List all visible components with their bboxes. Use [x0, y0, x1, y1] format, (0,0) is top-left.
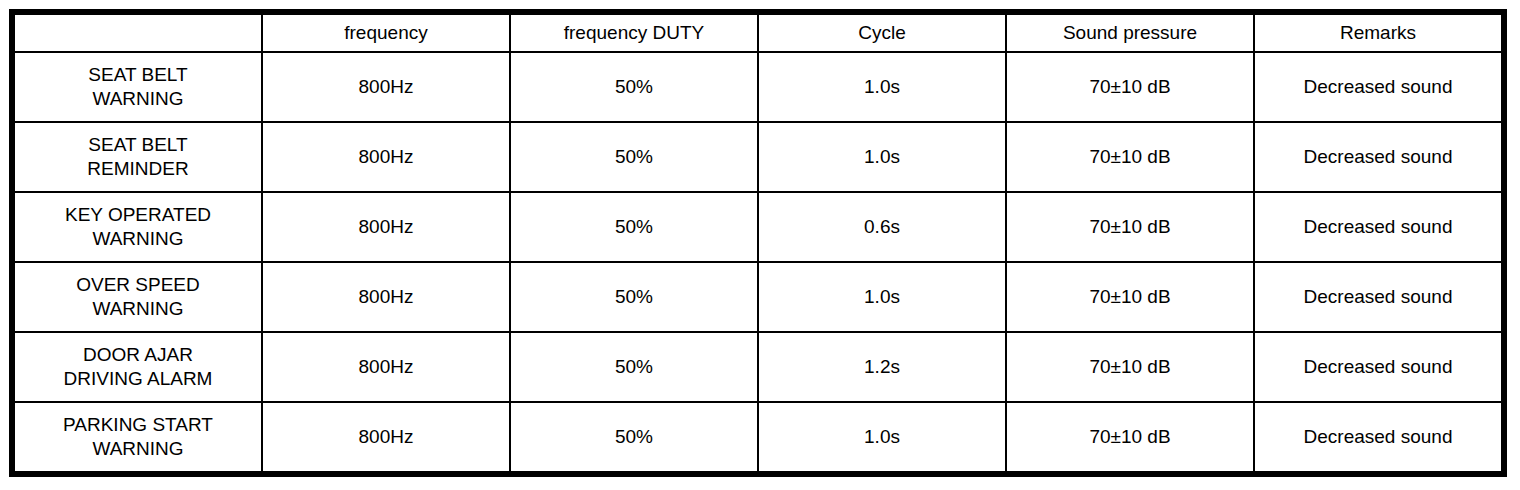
warning-name-cell: SEAT BELT REMINDER: [14, 122, 262, 192]
column-header-item: [14, 14, 262, 52]
header-row: frequency frequency DUTY Cycle Sound pre…: [14, 14, 1502, 52]
warning-name-cell: PARKING START WARNING: [14, 402, 262, 472]
column-header-sound-pressure: Sound pressure: [1006, 14, 1254, 52]
sound-pressure-cell: 70±10 dB: [1006, 262, 1254, 332]
table-row: SEAT BELT WARNING 800Hz 50% 1.0s 70±10 d…: [14, 52, 1502, 122]
frequency-cell: 800Hz: [262, 262, 510, 332]
remarks-cell: Decreased sound: [1254, 192, 1502, 262]
sound-pressure-cell: 70±10 dB: [1006, 52, 1254, 122]
duty-cell: 50%: [510, 332, 758, 402]
column-header-frequency: frequency: [262, 14, 510, 52]
table-row: SEAT BELT REMINDER 800Hz 50% 1.0s 70±10 …: [14, 122, 1502, 192]
warning-name-cell: DOOR AJAR DRIVING ALARM: [14, 332, 262, 402]
frequency-cell: 800Hz: [262, 122, 510, 192]
table-row: DOOR AJAR DRIVING ALARM 800Hz 50% 1.2s 7…: [14, 332, 1502, 402]
cycle-cell: 1.0s: [758, 402, 1006, 472]
column-header-remarks: Remarks: [1254, 14, 1502, 52]
table-row: OVER SPEED WARNING 800Hz 50% 1.0s 70±10 …: [14, 262, 1502, 332]
frequency-cell: 800Hz: [262, 402, 510, 472]
table-row: PARKING START WARNING 800Hz 50% 1.0s 70±…: [14, 402, 1502, 472]
remarks-cell: Decreased sound: [1254, 122, 1502, 192]
spec-table: frequency frequency DUTY Cycle Sound pre…: [13, 13, 1503, 473]
duty-cell: 50%: [510, 122, 758, 192]
frequency-cell: 800Hz: [262, 332, 510, 402]
duty-cell: 50%: [510, 192, 758, 262]
cycle-cell: 1.2s: [758, 332, 1006, 402]
sound-pressure-cell: 70±10 dB: [1006, 332, 1254, 402]
frequency-cell: 800Hz: [262, 52, 510, 122]
warning-name-cell: OVER SPEED WARNING: [14, 262, 262, 332]
warning-sound-spec-table: frequency frequency DUTY Cycle Sound pre…: [9, 9, 1507, 477]
table-row: KEY OPERATED WARNING 800Hz 50% 0.6s 70±1…: [14, 192, 1502, 262]
remarks-cell: Decreased sound: [1254, 402, 1502, 472]
sound-pressure-cell: 70±10 dB: [1006, 192, 1254, 262]
sound-pressure-cell: 70±10 dB: [1006, 122, 1254, 192]
duty-cell: 50%: [510, 262, 758, 332]
duty-cell: 50%: [510, 402, 758, 472]
warning-name-cell: KEY OPERATED WARNING: [14, 192, 262, 262]
cycle-cell: 1.0s: [758, 262, 1006, 332]
cycle-cell: 1.0s: [758, 122, 1006, 192]
cycle-cell: 0.6s: [758, 192, 1006, 262]
frequency-cell: 800Hz: [262, 192, 510, 262]
sound-pressure-cell: 70±10 dB: [1006, 402, 1254, 472]
remarks-cell: Decreased sound: [1254, 262, 1502, 332]
duty-cell: 50%: [510, 52, 758, 122]
remarks-cell: Decreased sound: [1254, 52, 1502, 122]
remarks-cell: Decreased sound: [1254, 332, 1502, 402]
column-header-frequency-duty: frequency DUTY: [510, 14, 758, 52]
cycle-cell: 1.0s: [758, 52, 1006, 122]
column-header-cycle: Cycle: [758, 14, 1006, 52]
warning-name-cell: SEAT BELT WARNING: [14, 52, 262, 122]
